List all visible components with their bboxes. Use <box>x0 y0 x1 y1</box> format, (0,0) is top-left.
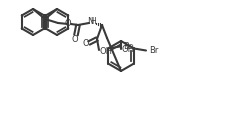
Text: Br: Br <box>123 42 132 51</box>
Text: OH: OH <box>121 46 134 55</box>
Text: O: O <box>82 38 89 48</box>
Text: H: H <box>90 17 95 27</box>
Text: OH: OH <box>99 46 112 55</box>
Text: O: O <box>64 19 71 29</box>
Text: Br: Br <box>149 46 158 55</box>
Text: N: N <box>86 17 93 27</box>
Text: O: O <box>71 36 78 44</box>
